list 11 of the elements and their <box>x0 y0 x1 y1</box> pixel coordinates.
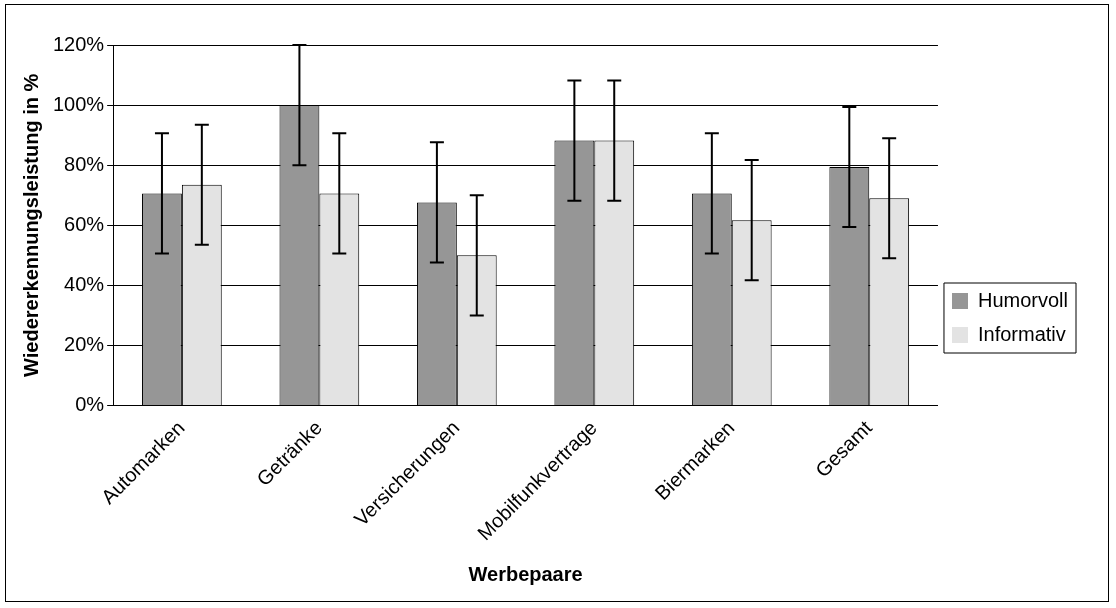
legend-label: Humorvoll <box>977 288 1069 311</box>
y-tick-label: 80% <box>64 152 105 175</box>
y-tick-label: 100% <box>53 92 105 115</box>
y-tick-label: 60% <box>64 212 105 235</box>
y-tick-label: 0% <box>75 393 105 416</box>
x-axis-title: Werbepaare <box>468 562 583 585</box>
y-tick-label: 20% <box>64 333 105 356</box>
legend-label: Informativ <box>977 322 1066 345</box>
y-axis-title: Wiedererkennungsleistung in % <box>19 73 42 377</box>
y-tick-label: 40% <box>64 272 105 295</box>
y-tick-label: 120% <box>53 32 105 55</box>
